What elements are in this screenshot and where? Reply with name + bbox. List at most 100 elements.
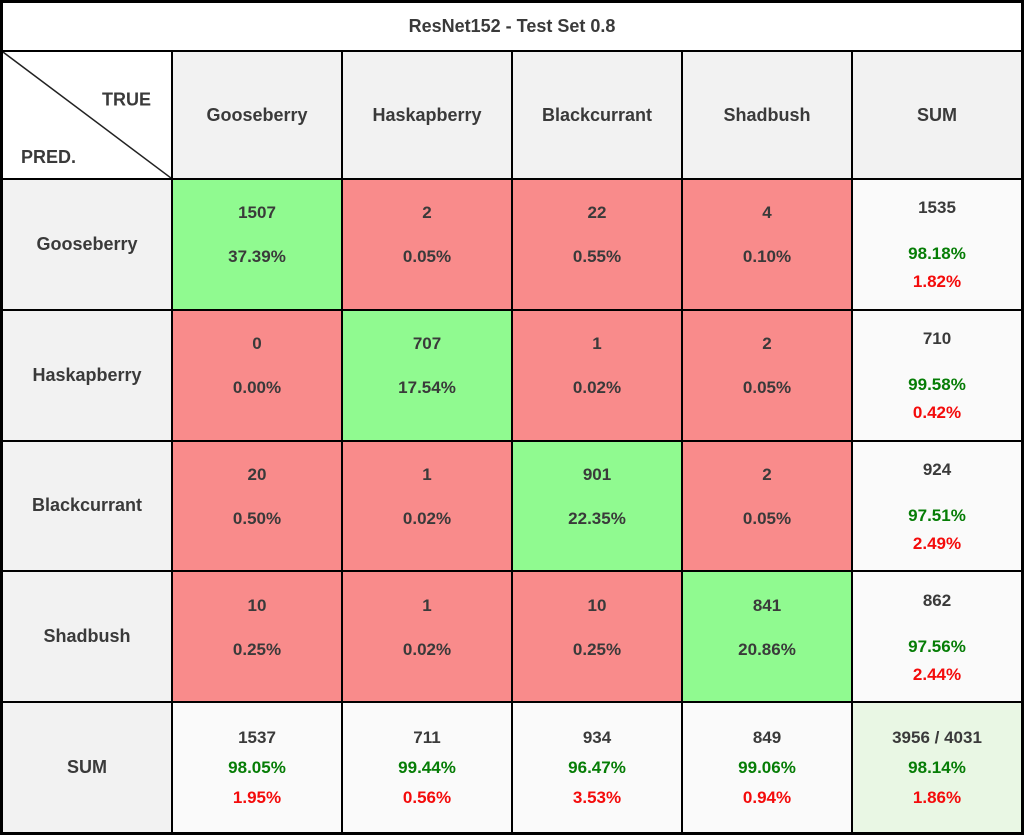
chart-title: ResNet152 - Test Set 0.8	[3, 3, 1021, 50]
sum-count: 862	[922, 590, 952, 610]
matrix-cell-r3c2: 10 0.25%	[513, 572, 681, 702]
cell-count: 901	[582, 464, 612, 484]
cell-percent: 0.10%	[742, 247, 792, 267]
cell-count: 707	[412, 334, 442, 354]
row-sum-haskapberry: 710 99.58% 0.42%	[853, 310, 1021, 440]
col-sum-haskapberry: 711 99.44% 0.56%	[343, 703, 511, 832]
matrix-cell-r0c1: 2 0.05%	[343, 180, 511, 309]
sum-error-percent: 1.82%	[912, 272, 962, 292]
sum-error-percent: 3.53%	[572, 787, 622, 807]
sum-correct-percent: 97.56%	[908, 636, 966, 656]
cell-percent: 0.02%	[402, 639, 452, 659]
row-label-gooseberry: Gooseberry	[3, 180, 171, 309]
matrix-cell-r1c2: 1 0.02%	[513, 310, 681, 440]
sum-correct-percent: 99.06%	[738, 757, 796, 777]
matrix-cell-r0c0: 1507 37.39%	[173, 180, 341, 309]
cell-count: 1507	[238, 203, 276, 223]
matrix-cell-r0c3: 4 0.10%	[683, 180, 851, 309]
cell-percent: 0.50%	[232, 508, 282, 528]
cell-percent: 37.39%	[228, 247, 286, 267]
matrix-cell-r3c3: 841 20.86%	[683, 572, 851, 702]
cell-percent: 0.05%	[402, 247, 452, 267]
cell-count: 1	[422, 464, 432, 484]
row-sum-blackcurrant: 924 97.51% 2.49%	[853, 441, 1021, 571]
cell-percent: 0.00%	[232, 378, 282, 398]
total-error-percent: 1.86%	[912, 787, 962, 807]
row-label-sum: SUM	[3, 703, 171, 832]
cell-count: 10	[587, 595, 607, 615]
cell-percent: 0.25%	[232, 639, 282, 659]
sum-count: 1535	[918, 198, 956, 218]
col-header-sum: SUM	[853, 52, 1021, 178]
sum-correct-percent: 97.51%	[908, 505, 966, 525]
cell-count: 22	[587, 203, 607, 223]
row-label-shadbush: Shadbush	[3, 572, 171, 702]
matrix-cell-r2c2: 901 22.35%	[513, 441, 681, 571]
diagonal-divider-line	[3, 52, 171, 178]
cell-percent: 0.25%	[572, 639, 622, 659]
cell-count: 4	[762, 203, 772, 223]
sum-count: 849	[752, 727, 782, 747]
cell-percent: 17.54%	[398, 378, 456, 398]
matrix-cell-r0c2: 22 0.55%	[513, 180, 681, 309]
row-sum-shadbush: 862 97.56% 2.44%	[853, 572, 1021, 702]
total-accuracy-percent: 98.14%	[908, 757, 966, 777]
matrix-cell-r1c0: 0 0.00%	[173, 310, 341, 440]
col-sum-blackcurrant: 934 96.47% 3.53%	[513, 703, 681, 832]
cell-percent: 20.86%	[738, 639, 796, 659]
matrix-cell-r2c1: 1 0.02%	[343, 441, 511, 571]
cell-count: 20	[247, 464, 267, 484]
cell-count: 841	[752, 595, 782, 615]
sum-count: 934	[582, 727, 612, 747]
cell-percent: 0.02%	[572, 378, 622, 398]
matrix-cell-r1c1: 707 17.54%	[343, 310, 511, 440]
matrix-cell-r3c0: 10 0.25%	[173, 572, 341, 702]
cell-count: 10	[247, 595, 267, 615]
cell-count: 2	[762, 334, 772, 354]
cell-percent: 22.35%	[568, 508, 626, 528]
sum-correct-percent: 99.58%	[908, 375, 966, 395]
matrix-cell-r2c0: 20 0.50%	[173, 441, 341, 571]
col-header-blackcurrant: Blackcurrant	[513, 52, 681, 178]
sum-error-percent: 0.94%	[742, 787, 792, 807]
sum-correct-percent: 98.05%	[228, 757, 286, 777]
sum-error-percent: 1.95%	[232, 787, 282, 807]
grand-total-cell: 3956 / 4031 98.14% 1.86%	[853, 703, 1021, 832]
cell-count: 2	[422, 203, 432, 223]
cell-count: 0	[252, 334, 262, 354]
sum-error-percent: 0.42%	[912, 403, 962, 423]
matrix-cell-r2c3: 2 0.05%	[683, 441, 851, 571]
row-label-haskapberry: Haskapberry	[3, 310, 171, 440]
true-axis-label: TRUE	[102, 89, 151, 110]
cell-percent: 0.05%	[742, 508, 792, 528]
col-header-haskapberry: Haskapberry	[343, 52, 511, 178]
pred-axis-label: PRED.	[21, 147, 77, 167]
cell-percent: 0.02%	[402, 508, 452, 528]
sum-error-percent: 2.44%	[912, 664, 962, 684]
cell-count: 2	[762, 464, 772, 484]
sum-count: 710	[922, 329, 952, 349]
cell-count: 1	[592, 334, 602, 354]
sum-count: 711	[413, 727, 441, 747]
matrix-cell-r3c1: 1 0.02%	[343, 572, 511, 702]
row-label-blackcurrant: Blackcurrant	[3, 441, 171, 571]
sum-error-percent: 0.56%	[402, 787, 452, 807]
sum-correct-percent: 99.44%	[398, 757, 456, 777]
sum-error-percent: 2.49%	[912, 533, 962, 553]
col-header-shadbush: Shadbush	[683, 52, 851, 178]
cell-count: 1	[422, 595, 432, 615]
col-sum-gooseberry: 1537 98.05% 1.95%	[173, 703, 341, 832]
corner-cell: TRUE PRED.	[3, 52, 171, 178]
col-header-gooseberry: Gooseberry	[173, 52, 341, 178]
cell-percent: 0.55%	[572, 247, 622, 267]
sum-correct-percent: 96.47%	[568, 757, 626, 777]
row-sum-gooseberry: 1535 98.18% 1.82%	[853, 180, 1021, 309]
matrix-cell-r1c3: 2 0.05%	[683, 310, 851, 440]
col-sum-shadbush: 849 99.06% 0.94%	[683, 703, 851, 832]
sum-correct-percent: 98.18%	[908, 244, 966, 264]
sum-count: 924	[922, 459, 952, 479]
sum-count: 1537	[238, 727, 276, 747]
total-count: 3956 / 4031	[892, 727, 982, 747]
cell-percent: 0.05%	[742, 378, 792, 398]
